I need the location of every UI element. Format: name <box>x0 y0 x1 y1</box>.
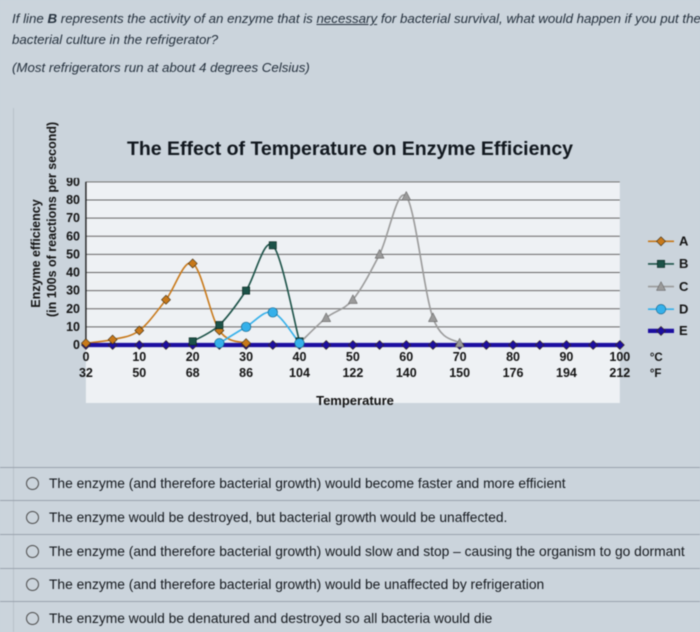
svg-text:50: 50 <box>346 350 360 364</box>
svg-text:30: 30 <box>66 284 80 298</box>
svg-text:176: 176 <box>503 366 524 380</box>
svg-text:°C: °C <box>650 352 663 364</box>
svg-text:A: A <box>679 234 689 249</box>
svg-text:40: 40 <box>293 350 307 364</box>
svg-text:60: 60 <box>66 229 80 243</box>
svg-text:60: 60 <box>399 350 413 364</box>
svg-text:30: 30 <box>239 350 253 364</box>
svg-text:150: 150 <box>449 366 470 380</box>
svg-text:D: D <box>679 302 688 317</box>
svg-text:212: 212 <box>609 366 630 380</box>
svg-text:122: 122 <box>342 366 363 380</box>
svg-text:20: 20 <box>66 302 80 316</box>
svg-text:40: 40 <box>66 266 80 280</box>
svg-text:10: 10 <box>66 320 80 334</box>
svg-text:90: 90 <box>559 350 573 364</box>
svg-text:68: 68 <box>186 366 200 380</box>
svg-text:20: 20 <box>186 350 200 364</box>
svg-text:32: 32 <box>79 366 93 380</box>
svg-text:E: E <box>679 323 688 338</box>
svg-text:C: C <box>679 279 689 294</box>
svg-text:50: 50 <box>132 366 146 380</box>
svg-text:0: 0 <box>73 338 80 352</box>
svg-text:70: 70 <box>453 350 467 364</box>
svg-text:70: 70 <box>66 211 80 225</box>
svg-text:90: 90 <box>66 178 80 189</box>
svg-text:100: 100 <box>609 350 630 364</box>
svg-text:86: 86 <box>239 366 253 380</box>
svg-text:50: 50 <box>66 247 80 261</box>
svg-text:0: 0 <box>82 350 89 364</box>
svg-text:80: 80 <box>66 193 80 207</box>
svg-text:140: 140 <box>396 366 417 380</box>
svg-text:104: 104 <box>289 366 310 380</box>
svg-text:°F: °F <box>650 368 662 380</box>
svg-text:B: B <box>679 256 688 271</box>
svg-text:194: 194 <box>556 366 577 380</box>
svg-text:80: 80 <box>506 350 520 364</box>
svg-text:10: 10 <box>132 350 146 364</box>
